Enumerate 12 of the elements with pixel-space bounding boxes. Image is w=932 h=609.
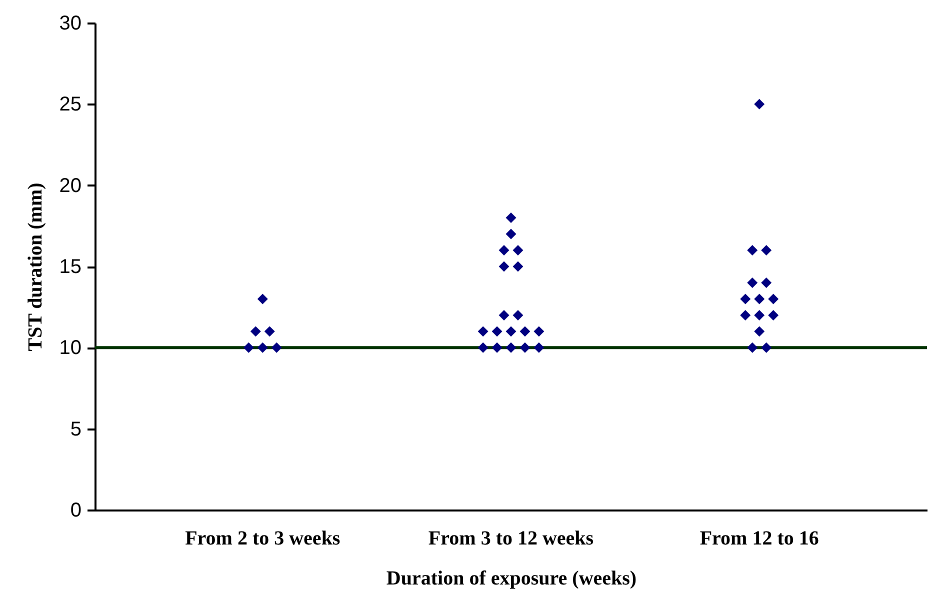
y-tick-label: 0 bbox=[70, 500, 82, 522]
y-tick-label: 30 bbox=[59, 12, 82, 34]
x-axis-title: Duration of exposure (weeks) bbox=[386, 568, 637, 590]
y-tick-label: 20 bbox=[59, 174, 82, 197]
y-tick-label: 25 bbox=[59, 94, 82, 116]
x-tick-label: From 3 to 12 weeks bbox=[428, 528, 594, 550]
y-tick-label: 5 bbox=[70, 418, 82, 440]
x-tick-label: From 2 to 3 weeks bbox=[185, 528, 340, 550]
x-tick-label: From 12 to 16 bbox=[700, 528, 819, 550]
y-axis-title: TST duration (mm) bbox=[24, 182, 46, 352]
y-tick-label: 15 bbox=[59, 256, 82, 278]
y-tick-label: 10 bbox=[59, 337, 82, 360]
